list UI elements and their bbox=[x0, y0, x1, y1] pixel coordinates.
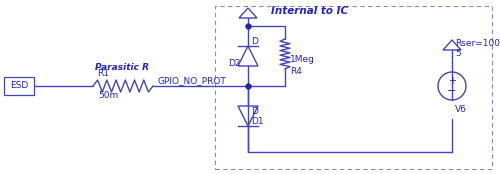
Text: 5: 5 bbox=[455, 49, 461, 57]
Text: ESD: ESD bbox=[10, 81, 28, 90]
Text: R4: R4 bbox=[290, 68, 302, 77]
Text: R1: R1 bbox=[97, 69, 109, 78]
Text: D2: D2 bbox=[228, 58, 240, 68]
Text: +: + bbox=[448, 76, 456, 86]
Text: −: − bbox=[448, 86, 456, 96]
Text: GPIO_NO_PROT: GPIO_NO_PROT bbox=[158, 77, 227, 85]
Text: 50m: 50m bbox=[98, 90, 118, 100]
Text: D: D bbox=[251, 37, 258, 45]
FancyBboxPatch shape bbox=[4, 77, 34, 95]
Text: 1Meg: 1Meg bbox=[290, 54, 315, 64]
Text: D1: D1 bbox=[251, 117, 264, 125]
Text: D: D bbox=[251, 106, 258, 116]
Text: V6: V6 bbox=[455, 105, 467, 113]
Text: Rser=100: Rser=100 bbox=[455, 38, 500, 48]
Bar bbox=[215, 6, 492, 169]
Text: Parasitic R: Parasitic R bbox=[95, 62, 149, 72]
Text: Internal to IC: Internal to IC bbox=[272, 6, 348, 16]
